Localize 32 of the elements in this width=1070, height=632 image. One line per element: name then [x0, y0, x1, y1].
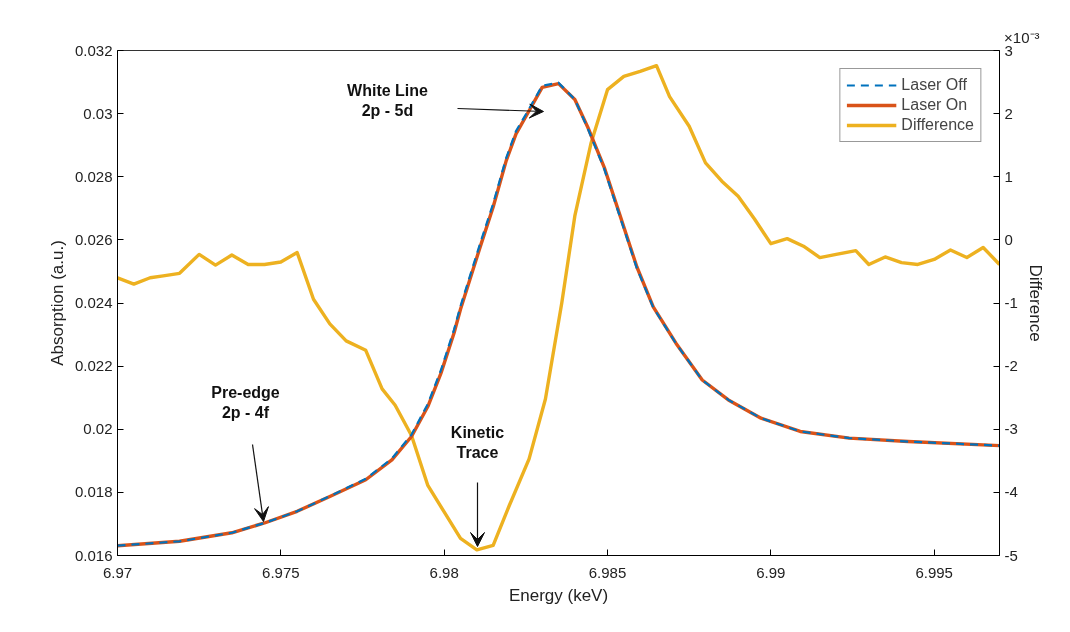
- x-tick-label: 6.975: [262, 563, 300, 581]
- annotation: Pre-edge 2p - 4f: [211, 383, 280, 422]
- y-tick-label: 0.024: [74, 294, 113, 311]
- y-axis-title: Absorption (a.u.): [47, 240, 67, 366]
- y-tick-label: 0.022: [74, 357, 113, 375]
- y2-tick-label: -3: [1004, 420, 1018, 438]
- y-tick-label: 0.03: [83, 104, 113, 122]
- legend-label: Laser On: [901, 96, 968, 114]
- y2-tick-label: -4: [1004, 483, 1018, 501]
- x-tick-label: 6.985: [588, 563, 627, 581]
- y-tick-label: 0.032: [74, 41, 113, 59]
- y-tick-label: 0.026: [74, 230, 113, 248]
- x-tick-label: 6.995: [915, 563, 953, 581]
- annotation: White Line 2p - 5d: [347, 81, 429, 120]
- y2-tick-label: -5: [1004, 546, 1018, 564]
- x-tick-label: 6.97: [102, 563, 133, 581]
- legend-label: Laser Off: [901, 76, 967, 94]
- y2-tick-label: 0: [1004, 230, 1013, 248]
- y2-tick-label: 1: [1004, 167, 1013, 185]
- annotation: Kinetic Trace: [450, 423, 505, 462]
- y-tick-label: 0.016: [74, 546, 113, 564]
- x-tick-label: 6.98: [429, 563, 459, 581]
- y-tick-label: 0.028: [74, 167, 113, 185]
- x-axis-title: Energy (keV): [508, 585, 609, 605]
- x-tick-label: 6.99: [756, 563, 786, 581]
- y2-tick-label: 2: [1004, 104, 1013, 122]
- y2-tick-label: -2: [1004, 357, 1018, 375]
- y2-tick-label: -1: [1004, 294, 1018, 311]
- legend-label: Difference: [901, 116, 974, 134]
- y-tick-label: 0.02: [83, 420, 113, 438]
- y2-axis-title: Difference: [1025, 264, 1045, 342]
- y-tick-label: 0.018: [74, 483, 113, 501]
